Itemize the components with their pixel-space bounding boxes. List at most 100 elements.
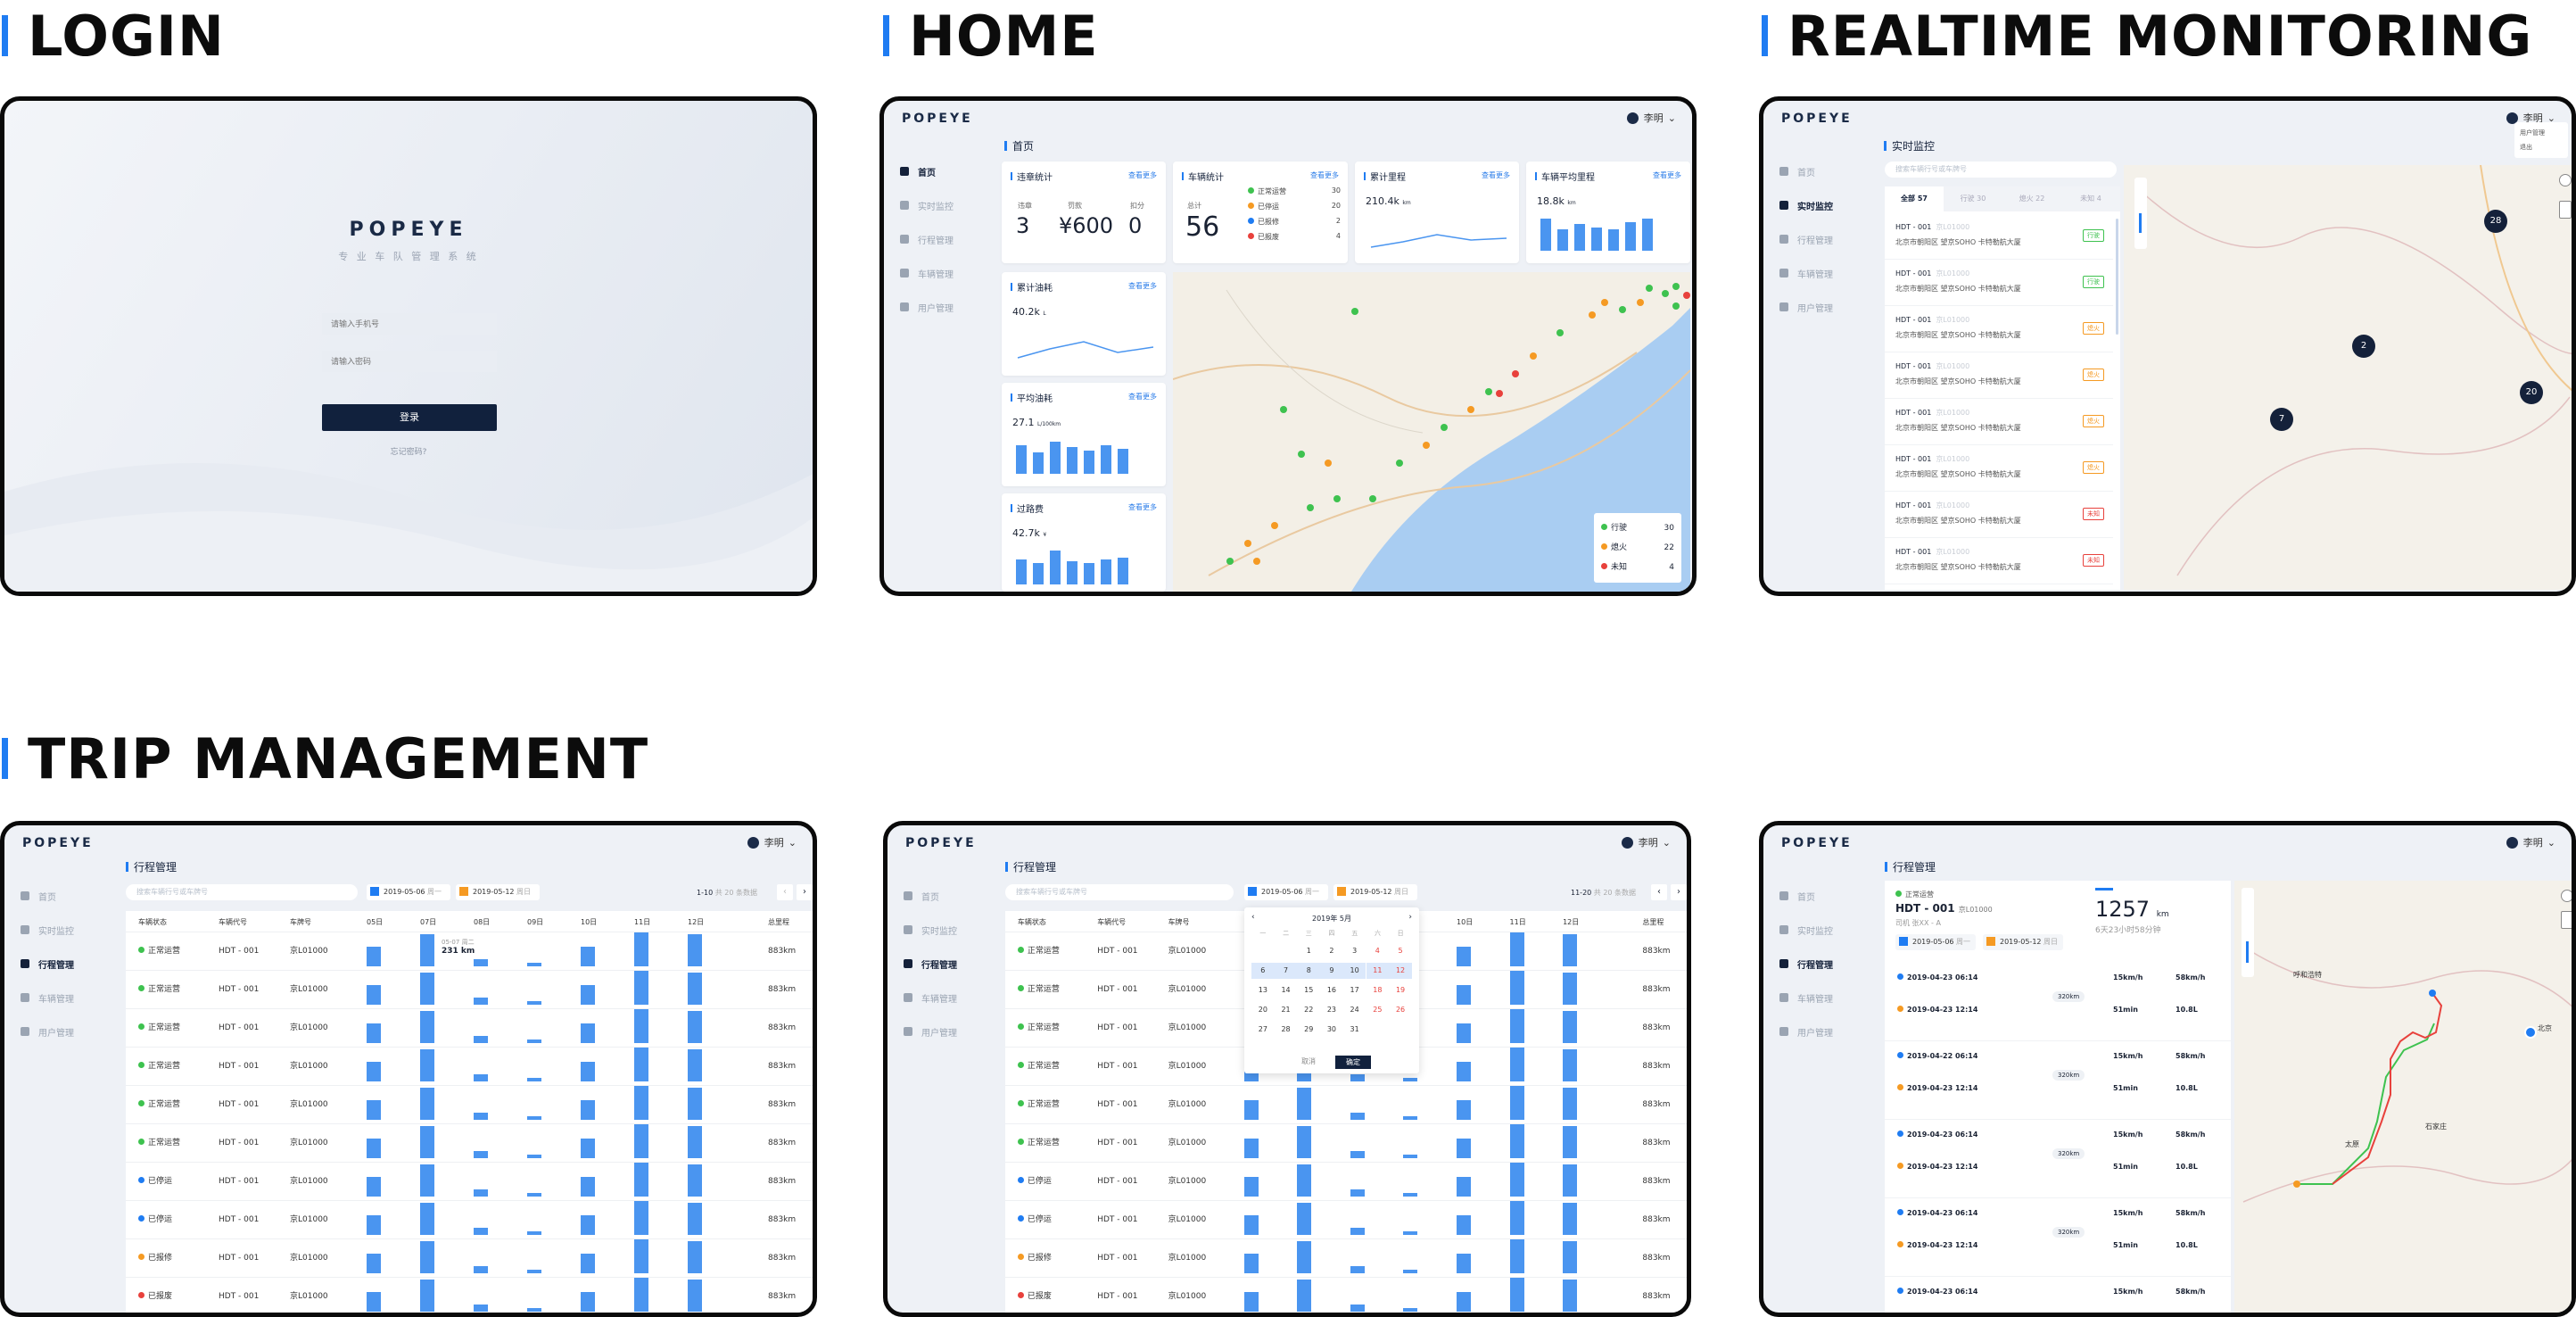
daily-mileage-bar[interactable] — [688, 973, 702, 1005]
sidebar-item-home[interactable]: 首页 — [4, 879, 111, 913]
daily-mileage-bar[interactable] — [1243, 1177, 1259, 1197]
sidebar-item-vehicle[interactable]: 车辆管理 — [884, 256, 991, 290]
column-header[interactable]: 车牌号 — [1168, 918, 1190, 926]
daily-mileage-bar[interactable] — [1563, 973, 1578, 1005]
user-menu[interactable]: 李明 ⌄ — [747, 835, 797, 849]
vehicle-marker[interactable] — [1307, 504, 1314, 511]
daily-mileage-bar[interactable] — [367, 1177, 381, 1197]
daily-mileage-bar[interactable] — [474, 1151, 488, 1158]
vehicle-marker[interactable] — [1325, 460, 1332, 467]
daily-mileage-bar[interactable] — [474, 1305, 488, 1312]
daily-mileage-bar[interactable] — [420, 1241, 434, 1273]
vehicle-marker[interactable] — [1298, 451, 1305, 458]
calendar-day[interactable]: 9 — [1320, 963, 1343, 979]
daily-mileage-bar[interactable] — [367, 1100, 381, 1120]
daily-mileage-bar[interactable] — [420, 1280, 434, 1312]
next-page-button[interactable]: › — [797, 884, 813, 900]
daily-mileage-bar[interactable] — [1403, 1270, 1418, 1273]
calendar-day[interactable]: 30 — [1326, 1025, 1337, 1033]
list-item[interactable]: HDT - 001 京L01000 北京市朝阳区 望京SOHO 卡特勒航大厦 熄火 — [1885, 352, 2113, 399]
calendar-day[interactable]: 11 — [1366, 963, 1390, 979]
daily-mileage-bar[interactable] — [1509, 932, 1524, 966]
daily-mileage-bar[interactable] — [1350, 1266, 1365, 1273]
trip-item[interactable]: 2019-04-23 06:14 2019-04-23 12:14 320km 15k… — [1885, 963, 2231, 1041]
more-link[interactable]: 查看更多 — [1128, 503, 1157, 511]
vehicle-marker[interactable] — [1637, 299, 1644, 306]
clock-icon[interactable] — [2561, 890, 2572, 902]
next-page-button[interactable]: › — [1671, 884, 1687, 900]
table-row[interactable]: 已报修 HDT - 001 京L01000 883km — [126, 1239, 813, 1278]
daily-mileage-bar[interactable] — [1243, 1254, 1259, 1273]
daily-mileage-bar[interactable] — [1509, 1124, 1524, 1158]
calendar-cancel-button[interactable]: 取消 — [1301, 1057, 1316, 1065]
calendar-day[interactable]: 3 — [1352, 947, 1358, 955]
daily-mileage-bar[interactable] — [367, 1292, 381, 1312]
daily-mileage-bar[interactable] — [1509, 1009, 1524, 1043]
daily-mileage-bar[interactable] — [634, 1086, 648, 1120]
calendar-day[interactable]: 17 — [1350, 986, 1359, 994]
daily-mileage-bar[interactable] — [634, 1239, 648, 1273]
sidebar-item-realtime[interactable]: 实时监控 — [1763, 188, 1870, 222]
daily-mileage-bar[interactable] — [367, 985, 381, 1005]
calendar-day[interactable]: 26 — [1395, 1006, 1406, 1014]
search-input[interactable]: 搜索车辆行号或车牌号 — [126, 884, 358, 900]
daily-mileage-bar[interactable] — [1457, 947, 1472, 966]
list-item[interactable]: HDT - 001 京L01000 北京市朝阳区 望京SOHO 卡特勒航大厦 未知 — [1885, 538, 2113, 584]
more-link[interactable]: 查看更多 — [1128, 282, 1157, 290]
search-input[interactable]: 搜索车辆行号或车牌号 — [1005, 884, 1234, 900]
column-header[interactable]: 12日 — [688, 918, 705, 926]
daily-mileage-bar[interactable] — [1297, 1126, 1312, 1158]
daily-mileage-bar[interactable] — [527, 1155, 541, 1158]
sidebar-item-home[interactable]: 首页 — [884, 154, 991, 188]
daily-mileage-bar[interactable] — [1350, 1151, 1365, 1158]
column-header[interactable]: 总里程 — [1642, 918, 1664, 926]
daily-mileage-bar[interactable] — [474, 959, 488, 966]
table-row[interactable]: 正常运营 HDT - 001 京L01000 883km — [126, 1124, 813, 1163]
daily-mileage-bar[interactable] — [420, 1049, 434, 1081]
trip-item[interactable]: 2019-04-22 06:14 2019-04-23 12:14 320km 15k… — [1885, 1041, 2231, 1120]
daily-mileage-bar[interactable] — [581, 947, 595, 966]
calendar-day[interactable]: 28 — [1281, 1025, 1291, 1033]
prev-month-button[interactable]: ‹ — [1251, 913, 1255, 922]
date-to[interactable]: 2019-05-12 周日 — [1983, 934, 2063, 950]
sidebar-item-vehicle[interactable]: 车辆管理 — [1763, 256, 1870, 290]
daily-mileage-bar[interactable] — [474, 1266, 488, 1273]
daily-mileage-bar[interactable] — [1509, 1163, 1524, 1197]
daily-mileage-bar[interactable] — [581, 1254, 595, 1273]
daily-mileage-bar[interactable] — [474, 1074, 488, 1081]
daily-mileage-bar[interactable] — [1457, 1292, 1472, 1312]
daily-mileage-bar[interactable] — [1403, 1231, 1418, 1235]
tab-status[interactable]: 行驶 30 — [1960, 195, 1986, 203]
account-input[interactable] — [322, 313, 497, 335]
daily-mileage-bar[interactable] — [527, 963, 541, 966]
daily-mileage-bar[interactable] — [420, 1011, 434, 1043]
cluster-map[interactable]: 28 2 20 7 — [2124, 165, 2572, 590]
calendar-day[interactable]: 19 — [1395, 986, 1406, 994]
daily-mileage-bar[interactable] — [420, 1088, 434, 1120]
column-header[interactable]: 车牌号 — [290, 918, 311, 926]
daily-mileage-bar[interactable] — [1297, 1280, 1312, 1312]
sidebar-item-user[interactable]: 用户管理 — [888, 1015, 995, 1048]
date-from[interactable]: 2019-05-06 周一 — [1244, 884, 1328, 900]
daily-mileage-bar[interactable] — [581, 1177, 595, 1197]
sidebar-item-trip[interactable]: 行程管理 — [888, 947, 995, 981]
sidebar-item-user[interactable]: 用户管理 — [1763, 290, 1870, 324]
vehicle-marker[interactable] — [1441, 424, 1448, 431]
menu-item-logout[interactable]: 退出 — [2520, 144, 2532, 151]
password-input[interactable] — [322, 351, 497, 372]
table-row[interactable]: 正常运营 HDT - 001 京L01000 883km — [126, 1048, 813, 1086]
daily-mileage-bar[interactable] — [1457, 1177, 1472, 1197]
vehicle-marker[interactable] — [1672, 283, 1680, 290]
trip-item[interactable]: 2019-04-23 06:14 15km/h 58km/h — [1885, 1277, 2231, 1313]
table-row[interactable]: 已报废 HDT - 001 京L01000 883km — [126, 1278, 813, 1313]
daily-mileage-bar[interactable] — [1403, 1155, 1418, 1158]
map-cluster[interactable]: 7 — [2270, 408, 2293, 431]
list-item[interactable]: HDT - 001 京L01000 北京市朝阳区 望京SOHO 卡特勒航大厦 行驶 — [1885, 213, 2113, 260]
sidebar-item-realtime[interactable]: 实时监控 — [4, 913, 111, 947]
column-header[interactable]: 10日 — [1457, 918, 1474, 926]
daily-mileage-bar[interactable] — [634, 1124, 648, 1158]
column-header[interactable]: 车辆状态 — [1017, 918, 1046, 926]
vehicle-map[interactable]: 行驶 30 熄火 22 未知 4 — [1173, 272, 1690, 592]
calendar-day[interactable]: 27 — [1258, 1025, 1267, 1033]
column-header[interactable]: 车辆代号 — [219, 918, 247, 926]
